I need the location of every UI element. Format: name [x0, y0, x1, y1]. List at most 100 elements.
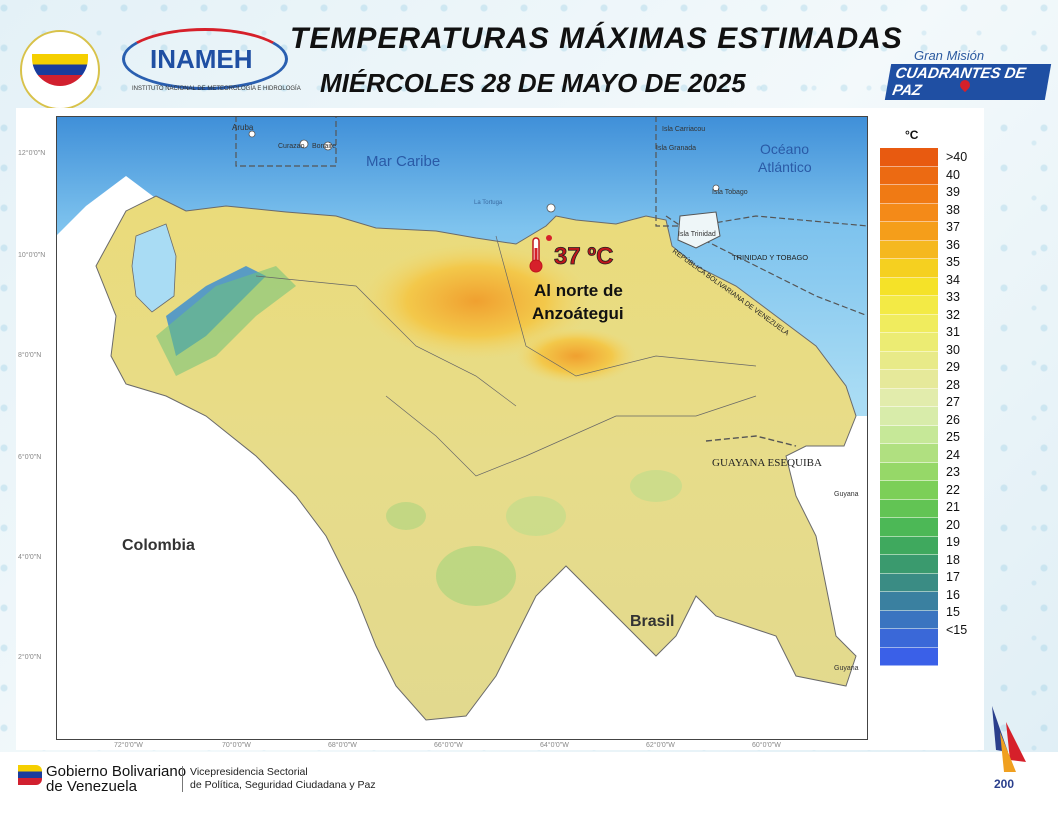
temperature-legend [880, 148, 938, 666]
legend-swatch [880, 647, 938, 666]
lat-tick: 6°0'0"N [18, 454, 42, 461]
lon-tick: 60°0'0"W [752, 742, 781, 749]
temperature-map: Mar Caribe Océano Atlántico Aruba Curaza… [56, 116, 868, 740]
lat-tick: 8°0'0"N [18, 352, 42, 359]
footer [0, 752, 1058, 816]
gran-mision-logo: Gran Misión CUADRANTES DE PAZ [884, 44, 1052, 100]
cool-zone [436, 546, 516, 606]
legend-swatch [880, 536, 938, 555]
lat-tick: 10°0'0"N [18, 252, 46, 259]
legend-label: 34 [946, 272, 960, 287]
legend-swatch [880, 166, 938, 185]
gran-mision-line1: Gran Misión [914, 48, 985, 63]
legend-label: 24 [946, 447, 960, 462]
state-border [495, 235, 757, 377]
legend-swatch [880, 425, 938, 444]
label-bonaire: Bonaire [312, 143, 336, 150]
lat-tick: 2°0'0"N [18, 654, 42, 661]
legend-label: 25 [946, 430, 960, 444]
legend-label: 30 [946, 342, 960, 357]
legend-swatch [880, 444, 938, 463]
trinidad-island [677, 211, 721, 249]
maritime-boundary [235, 116, 337, 167]
legend-swatch [880, 629, 938, 648]
legend-label: 26 [946, 412, 960, 427]
legend-swatch [880, 351, 938, 370]
vice-line1: Vicepresidencia Sectorial [190, 766, 308, 778]
ayacucho-200-logo: 200 [992, 706, 1026, 791]
legend-label: 28 [946, 377, 960, 392]
label-brasil: Brasil [630, 613, 674, 630]
label-oceano: Océano [760, 141, 809, 157]
lon-tick: 62°0'0"W [646, 742, 675, 749]
legend-label: 38 [946, 202, 960, 217]
label-curazao: Curazao [278, 143, 305, 150]
lon-tick: 64°0'0"W [540, 742, 569, 749]
lake-maracaibo [131, 223, 177, 313]
label-mar-caribe: Mar Caribe [366, 153, 440, 170]
cool-zone [506, 496, 566, 536]
legend-swatch [880, 370, 938, 389]
label-guyana: Guyana [834, 665, 859, 672]
lon-tick: 68°0'0"W [328, 742, 357, 749]
legend-swatch [880, 148, 938, 167]
highlight-line1: Al norte de [534, 281, 623, 300]
legend-label: 37 [946, 220, 960, 234]
label-trinidad-tobago: TRINIDAD Y TOBAGO [732, 253, 808, 262]
legend-swatch [880, 277, 938, 296]
legend-label: 32 [946, 307, 960, 322]
legend-label: 18 [946, 552, 960, 567]
legend-swatch [880, 555, 938, 574]
island [323, 141, 333, 151]
label-isla-carriacou: Isla Carriacou [662, 126, 705, 133]
maritime-boundary [665, 215, 868, 317]
label-isla-granada: Isla Granada [656, 145, 696, 152]
footer-divider [182, 766, 183, 792]
gob-line2: de Venezuela [46, 778, 137, 795]
lon-tick: 70°0'0"W [222, 742, 251, 749]
legend-label: 27 [946, 395, 960, 409]
label-atlantico: Atlántico [758, 159, 812, 175]
legend-swatch [880, 610, 938, 629]
legend-swatch [880, 573, 938, 592]
state-border [255, 275, 517, 407]
legend-swatch [880, 499, 938, 518]
cool-zone [386, 502, 426, 530]
legend-label: 35 [946, 255, 960, 269]
legend-label: 40 [946, 167, 960, 182]
legend-swatch [880, 314, 938, 333]
legend-label: 36 [946, 237, 960, 252]
legend-swatch [880, 185, 938, 204]
legend-label: 31 [946, 325, 960, 339]
highlight-line2: Anzoátegui [532, 304, 624, 323]
lat-tick: 12°0'0"N [18, 150, 46, 157]
legend-unit: °C [905, 128, 919, 142]
lat-tick: 4°0'0"N [18, 554, 42, 561]
legend-swatch [880, 333, 938, 352]
island [248, 130, 256, 138]
legend-swatch [880, 296, 938, 315]
page-title: TEMPERATURAS MÁXIMAS ESTIMADAS [290, 22, 903, 55]
legend-label: <15 [946, 622, 968, 637]
legend-swatch [880, 481, 938, 500]
label-guyana: Guyana [834, 491, 859, 498]
legend-label: 23 [946, 465, 960, 479]
legend-swatch [880, 407, 938, 426]
legend-label: 17 [946, 570, 960, 584]
legend-label: 39 [946, 185, 960, 199]
label-isla-trinidad: Isla Trinidad [678, 231, 716, 238]
legend-label: 22 [946, 482, 960, 497]
legend-swatch [880, 240, 938, 259]
legend-label: >40 [946, 150, 968, 164]
inameh-logo: INAMEH INSTITUTO NACIONAL DE METEOROLOGÍ… [122, 28, 301, 92]
label-isla-tobago: Isla Tobago [712, 189, 748, 196]
venezuela-region [95, 195, 857, 721]
legend-swatch [880, 203, 938, 222]
lon-tick: 72°0'0"W [114, 742, 143, 749]
inameh-logo-text: INAMEH [150, 44, 253, 74]
legend-label: 16 [946, 587, 960, 602]
svg-text:200: 200 [994, 777, 1014, 791]
header: INAMEH INSTITUTO NACIONAL DE METEOROLOGÍ… [0, 0, 1058, 110]
legend-swatch [880, 518, 938, 537]
vice-line2: de Política, Seguridad Ciudadana y Paz [190, 779, 376, 791]
